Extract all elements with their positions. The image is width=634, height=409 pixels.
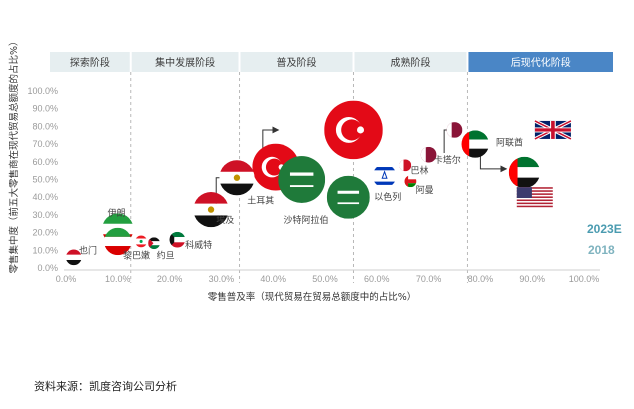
x-tick-label: 20.0% (157, 274, 183, 284)
bubble-uae-2018 (508, 156, 541, 189)
stage-label-4: 成熟阶段 (390, 56, 430, 69)
y-tick-label: 10.0% (32, 245, 58, 255)
bubble-jordan-2023e (148, 237, 160, 250)
stage-label-1: 探索阶段 (70, 56, 110, 69)
bubble-qatar-2018 (446, 122, 463, 138)
bubble-lebanon-2023e (135, 235, 148, 248)
x-axis-title: 零售普及率（现代贸易在贸易总额度中的占比%） (208, 291, 417, 303)
country-label: 科威特 (185, 239, 212, 251)
bubble-egypt-2018 (219, 160, 255, 196)
stage-label-2: 集中发展阶段 (155, 56, 215, 69)
y-tick-label: 70.0% (32, 139, 58, 149)
x-tick-label: 0.0% (56, 274, 77, 284)
country-label: 约旦 (157, 250, 175, 262)
bubble-yemen-2023e (65, 249, 82, 266)
country-label: 卡塔尔 (434, 154, 461, 166)
y-tick-label: 100.0% (27, 86, 58, 96)
bubble-uae-2023e (461, 130, 489, 158)
bubble-iran-2018 (104, 227, 132, 256)
bubbles (65, 100, 572, 266)
stage-band-1 (50, 52, 130, 72)
y-tick-label: 60.0% (32, 157, 58, 167)
bubble-saudi-2023e (278, 156, 326, 203)
y-tick-label: 20.0% (32, 228, 58, 238)
country-label: 沙特阿拉伯 (284, 214, 329, 226)
x-tick-label: 60.0% (364, 274, 390, 284)
legend-2018: 2018 (588, 243, 615, 257)
bubble-bahrain-2023e (399, 159, 412, 172)
country-label: 埃及 (216, 214, 234, 226)
stage-band-5 (468, 52, 613, 72)
y-tick-label: 80.0% (32, 121, 58, 131)
y-tick-label: 90.0% (32, 104, 58, 114)
x-tick-label: 30.0% (209, 274, 235, 284)
bubble-egypt-2023e (193, 191, 229, 228)
bubble-kuwait-2023e (169, 231, 186, 248)
country-label: 伊朗 (107, 207, 125, 219)
bubble-oman-2023e (404, 175, 417, 188)
country-label: 黎巴嫩 (123, 250, 150, 262)
country-label: 以色列 (374, 191, 401, 203)
bubble-saudi-2018 (326, 175, 370, 219)
axes: 0.0% 10.0% 20.0% 30.0% 40.0% 50.0% 60.0% 70.0% 8… (27, 86, 600, 284)
x-tick-label: 80.0% (468, 274, 494, 284)
bubble-usa (516, 187, 553, 208)
stage-bar: 探索阶段 集中发展阶段 普及阶段 成熟阶段 后现代化阶段 (50, 52, 613, 72)
bubble-turkey-2018 (324, 100, 383, 160)
x-tick-label: 10.0% (105, 274, 131, 284)
stage-label-5: 后现代化阶段 (511, 56, 571, 69)
stage-dividers (130, 72, 468, 283)
legend-2023: 2023E (587, 222, 622, 236)
country-label: 也门 (79, 244, 97, 256)
country-label: 阿联酋 (496, 136, 523, 148)
x-tick-label: 40.0% (260, 274, 286, 284)
country-label: 土耳其 (247, 195, 274, 207)
y-tick-label: 40.0% (32, 192, 58, 202)
x-tick-label: 100.0% (569, 274, 600, 284)
bubble-qatar-2023e (420, 146, 437, 163)
x-tick-label: 50.0% (312, 274, 338, 284)
y-tick-label: 0.0% (37, 263, 58, 273)
movement-arrow (479, 151, 508, 173)
bubble-israel-2023e (372, 164, 397, 188)
y-axis-title: 零售集中度（前五大零售商在现代贸易总额度的占比%） (8, 36, 20, 273)
country-label: 巴林 (410, 165, 428, 177)
y-tick-label: 30.0% (32, 210, 58, 220)
stage-band-3 (240, 52, 353, 72)
stage-band-2 (131, 52, 239, 72)
stage-band-4 (354, 52, 467, 72)
y-tick-label: 50.0% (32, 175, 58, 185)
country-label: 阿曼 (416, 185, 434, 196)
source-note: 资料来源：凯度咨询公司分析 (34, 380, 177, 393)
x-tick-label: 70.0% (416, 274, 442, 284)
stage-label-3: 普及阶段 (277, 56, 317, 69)
bubble-uk (534, 119, 572, 141)
x-tick-label: 90.0% (519, 274, 545, 284)
